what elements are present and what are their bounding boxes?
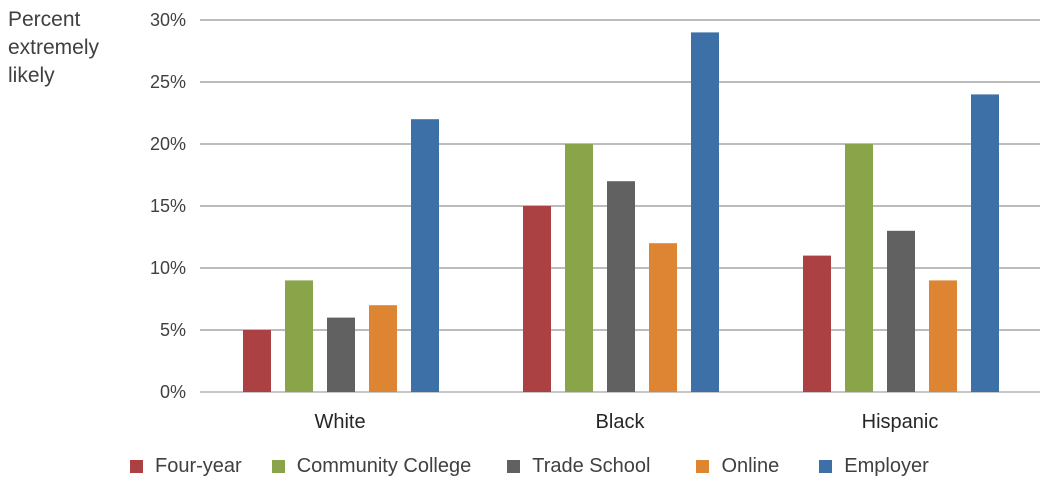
bar-trade-school-white (327, 317, 355, 392)
legend-item: Community College (271, 454, 472, 478)
legend-label: Employer (844, 454, 929, 477)
y-axis-title-line-1: Percent (8, 8, 81, 31)
legend-swatch (696, 459, 710, 473)
y-axis-title-line-3: likely (8, 64, 55, 87)
bar-community-college-black (565, 144, 593, 392)
legend-item: Employer (819, 454, 929, 478)
legend: Four-year Community College Trade School On… (130, 453, 1055, 479)
y-tick-label: 0% (160, 382, 186, 402)
bar-online-hispanic (929, 280, 957, 392)
bar-chart: 0% 5% 10% 15% 20% 25% 30% White Black Hispanic (150, 10, 1040, 433)
bar-employer-black (691, 32, 719, 393)
y-tick-label: 20% (150, 134, 186, 154)
legend-item: Four-year (130, 455, 242, 478)
bar-trade-school-black (607, 181, 635, 392)
x-category-label: Black (596, 411, 646, 433)
legend-label: Four-year (155, 454, 242, 477)
x-category-label: White (314, 411, 365, 433)
legend-swatch (271, 459, 285, 473)
y-tick-label: 10% (150, 258, 186, 278)
bar-employer-hispanic (971, 94, 999, 393)
bar-four-year-hispanic (803, 255, 831, 392)
legend-label: Trade School (532, 454, 651, 477)
bar-employer-white (411, 119, 439, 392)
legend-item: Trade School (507, 455, 650, 478)
bar-community-college-white (285, 280, 313, 392)
y-axis-title-line-2: extremely (8, 36, 100, 59)
legend-swatch (819, 459, 833, 473)
y-tick-label: 25% (150, 72, 186, 92)
bar-trade-school-hispanic (887, 230, 915, 392)
bar-four-year-black (523, 206, 551, 392)
bar-four-year-white (243, 330, 271, 392)
legend-label: Community College (296, 454, 472, 477)
bar-online-black (649, 243, 677, 392)
x-axis-ticks: White Black Hispanic (314, 411, 938, 433)
y-tick-label: 5% (160, 320, 186, 340)
bars (243, 32, 999, 393)
y-axis-ticks: 0% 5% 10% 15% 20% 25% 30% (150, 10, 186, 402)
legend-item: Online (696, 455, 779, 478)
x-category-label: Hispanic (862, 411, 939, 433)
bar-community-college-hispanic (845, 144, 873, 392)
bar-online-white (369, 305, 397, 392)
legend-swatch (130, 459, 143, 473)
legend-swatch (507, 459, 521, 473)
y-axis-title: Percent extremely likely (8, 6, 138, 90)
y-tick-label: 15% (150, 196, 186, 216)
legend-label: Online (721, 454, 780, 477)
y-tick-label: 30% (150, 10, 186, 30)
